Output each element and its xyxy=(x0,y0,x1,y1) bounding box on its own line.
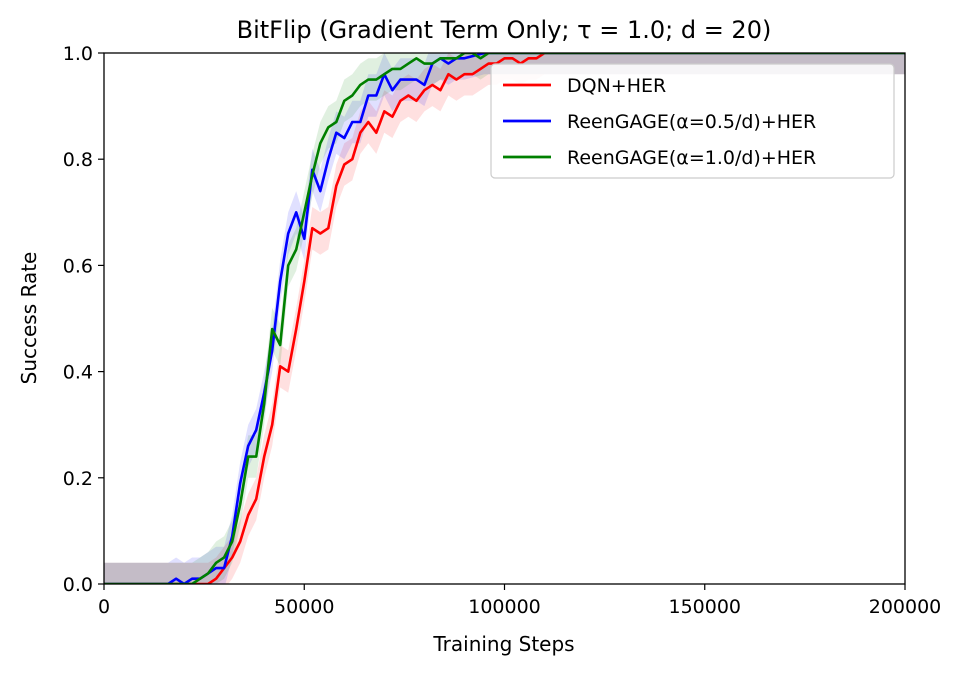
legend-label-3: ReenGAGE(α=1.0/d)+HER xyxy=(567,147,816,169)
axes: 0 50000 100000 150000 200000 0.0 0.2 0.4 0.6 0.8 1… xyxy=(63,43,941,618)
legend-label-1: DQN+HER xyxy=(567,75,666,97)
legend-box xyxy=(490,63,895,179)
y-tick-label: 0.4 xyxy=(63,362,93,384)
y-tick-label: 0.0 xyxy=(63,574,93,596)
series-line-1 xyxy=(104,53,905,584)
y-axis-label: Success Rate xyxy=(17,252,41,385)
legend-label-2: ReenGAGE(α=0.5/d)+HER xyxy=(567,111,816,133)
series-line-3 xyxy=(104,53,905,584)
x-tick-label: 150000 xyxy=(668,596,741,618)
y-tick-label: 0.2 xyxy=(63,468,93,490)
chart-title: BitFlip (Gradient Term Only; τ = 1.0; d … xyxy=(237,16,772,44)
legend: DQN+HER ReenGAGE(α=0.5/d)+HER ReenGAGE(α=1… xyxy=(490,63,895,179)
x-tick-label: 200000 xyxy=(869,596,942,618)
y-tick-label: 0.6 xyxy=(63,255,93,277)
x-tick-label: 0 xyxy=(98,596,110,618)
plot-area xyxy=(104,53,905,584)
y-tick-label: 0.8 xyxy=(63,149,93,171)
series-line-2 xyxy=(104,53,905,584)
x-tick-label: 100000 xyxy=(468,596,541,618)
x-tick-label: 50000 xyxy=(274,596,334,618)
y-tick-label: 1.0 xyxy=(63,43,93,65)
series-group xyxy=(104,53,905,584)
x-axis-label: Training Steps xyxy=(432,632,574,656)
